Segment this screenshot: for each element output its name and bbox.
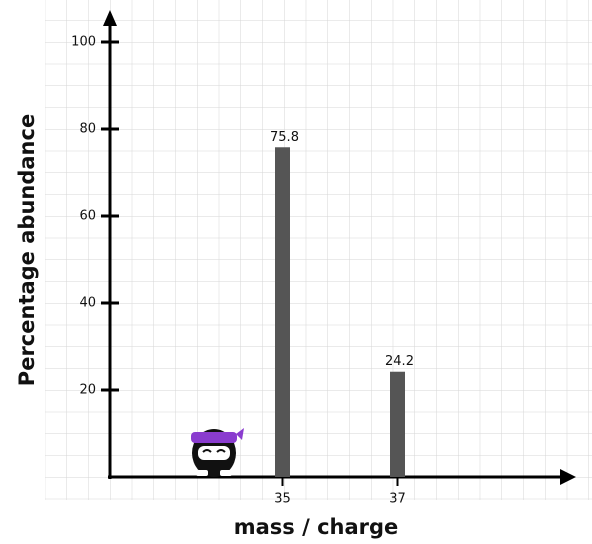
- y-tick-label: 20: [79, 383, 96, 398]
- y-tick-label: 80: [79, 122, 96, 137]
- bar: [275, 147, 290, 477]
- x-tick-label: 35: [274, 492, 291, 507]
- y-axis-title: Percentage abundance: [15, 114, 39, 386]
- value-label: 24.2: [385, 354, 414, 369]
- bar: [390, 372, 405, 477]
- paper-grid: [45, 0, 592, 500]
- x-tick-label: 37: [389, 492, 406, 507]
- value-label: 75.8: [270, 130, 299, 145]
- x-axis-title: mass / charge: [234, 515, 399, 539]
- y-tick-label: 60: [79, 209, 96, 224]
- y-tick-label: 100: [71, 35, 96, 50]
- y-tick-label: 40: [79, 296, 96, 311]
- chart: mass / charge Percentage abundance 20 40 6…: [0, 0, 592, 544]
